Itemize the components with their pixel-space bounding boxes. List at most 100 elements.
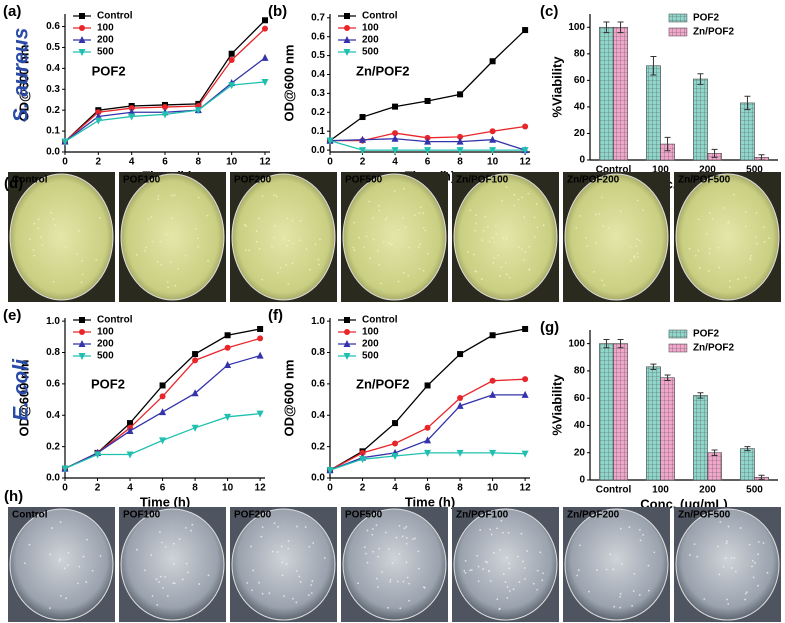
legend-label: 100 [362, 327, 379, 338]
colony [136, 548, 138, 551]
colony [755, 212, 758, 214]
colony [173, 562, 176, 565]
colony [612, 568, 615, 571]
colony [80, 281, 83, 284]
colony [145, 246, 147, 249]
colony [518, 246, 520, 249]
x-tick-label: 100 [652, 485, 669, 496]
colony [28, 543, 31, 546]
legend-label: POF2 [693, 329, 720, 340]
series-line [329, 328, 526, 471]
panel-label: (c) [540, 3, 558, 20]
bar [740, 448, 755, 481]
colony [171, 194, 173, 197]
colony [535, 203, 538, 205]
colony [173, 582, 176, 585]
colony [382, 241, 385, 244]
y-tick-label: 1.0 [311, 316, 325, 327]
marker [194, 107, 202, 115]
marker [424, 436, 432, 444]
colony [726, 598, 728, 601]
colony [750, 254, 753, 257]
colony [295, 601, 298, 604]
colony [296, 525, 298, 528]
y-axis-label: %Viability [549, 56, 564, 118]
colony [159, 575, 162, 578]
colony [424, 229, 427, 232]
colony [403, 527, 406, 530]
x-tick-label: 12 [520, 157, 532, 168]
colony [518, 581, 521, 583]
petri-dish [120, 173, 225, 301]
y-tick-label: 0 [579, 155, 585, 166]
colony [277, 525, 279, 528]
colony [717, 545, 719, 548]
colony [135, 253, 138, 256]
colony [299, 580, 302, 583]
y-axis-label: %Viability [549, 374, 564, 436]
y-tick-label: 60 [574, 393, 586, 404]
colony [541, 579, 544, 582]
colony [156, 260, 159, 263]
colony [389, 579, 392, 581]
marker [521, 390, 529, 398]
colony [178, 538, 181, 540]
colony [285, 563, 288, 565]
colony [185, 526, 187, 529]
colony [504, 581, 507, 583]
colony [37, 218, 40, 221]
colony [283, 237, 286, 240]
dish-label: POF200 [234, 510, 272, 521]
bar [707, 452, 722, 481]
colony [493, 241, 495, 244]
x-tick-label: 0 [327, 157, 333, 168]
colony [319, 238, 321, 241]
y-tick-label: 80 [574, 366, 586, 377]
error-bar [664, 136, 671, 152]
marker [457, 133, 464, 140]
petri-dish [453, 508, 558, 621]
colony [499, 275, 502, 278]
colony [67, 551, 70, 554]
colony [393, 190, 396, 193]
colony [54, 224, 57, 226]
colony [261, 592, 264, 595]
colony [165, 233, 168, 236]
colony [147, 218, 150, 221]
chart: 0.00.10.20.30.40.50.6Time (h)OD@600 nm(a… [3, 3, 271, 183]
marker [456, 147, 464, 155]
marker [343, 340, 351, 347]
colony [99, 555, 102, 557]
y-tick-label: 0.2 [311, 441, 325, 452]
annotation: POF2 [92, 63, 126, 78]
colony [59, 558, 61, 561]
error-bar [744, 95, 751, 111]
colony [609, 553, 612, 555]
error-bar [711, 148, 718, 158]
legend-label: 500 [362, 351, 379, 362]
colony [261, 195, 264, 198]
colony [405, 525, 408, 528]
colony [164, 545, 167, 548]
colony [688, 247, 691, 250]
marker [78, 36, 86, 43]
colony [633, 572, 636, 575]
colony [50, 211, 52, 214]
dish-label: POF500 [345, 510, 383, 521]
colony [696, 555, 699, 558]
colony [496, 598, 499, 601]
colony [52, 280, 55, 283]
colony [532, 582, 535, 585]
colony [377, 204, 380, 207]
colony [491, 236, 494, 239]
y-tick-label: 20 [574, 128, 586, 139]
colony [161, 541, 163, 544]
dish-label: Zn/POF200 [567, 175, 620, 186]
colony [619, 527, 622, 530]
colony [384, 218, 387, 221]
colony [480, 278, 483, 280]
y-tick-label: 40 [574, 102, 586, 113]
colony [81, 273, 84, 276]
y-tick-label: 40 [574, 420, 586, 431]
